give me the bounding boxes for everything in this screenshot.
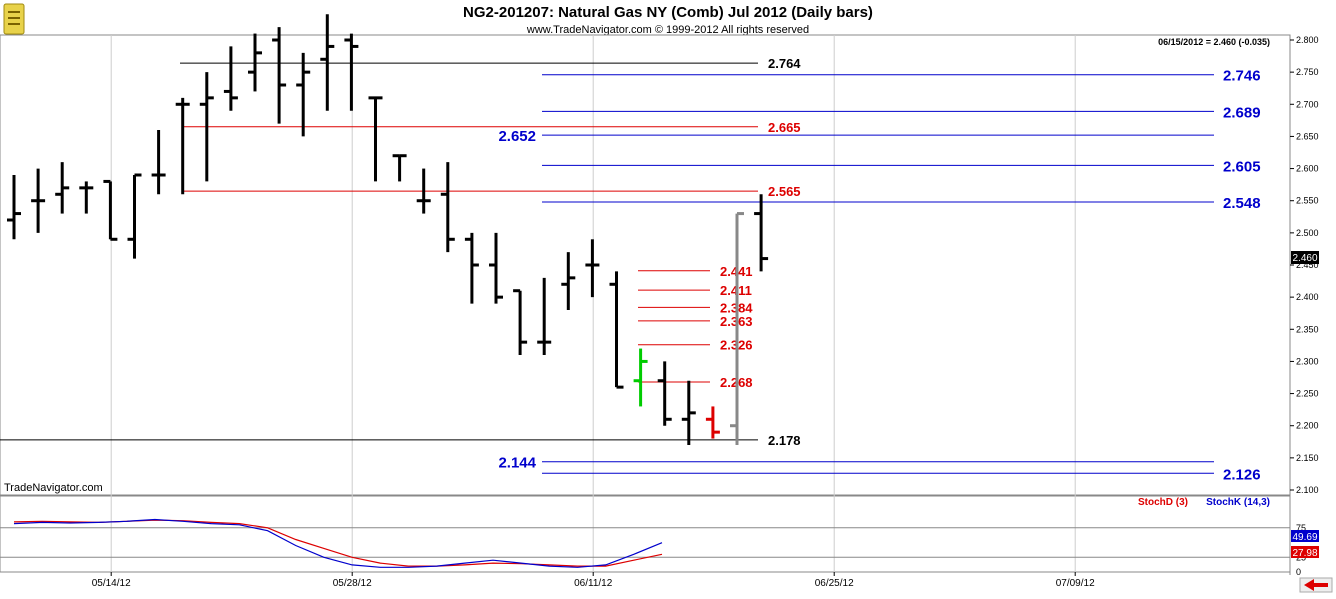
ohlc-bar — [561, 252, 576, 310]
ohlc-bar — [368, 96, 383, 182]
stochd-value-label: 27.98 — [1292, 548, 1317, 559]
y-tick-label: 2.650 — [1296, 131, 1319, 141]
chart-title: NG2-201207: Natural Gas NY (Comb) Jul 20… — [463, 4, 873, 21]
y-tick-label: 2.300 — [1296, 356, 1319, 366]
ohlc-bar — [103, 179, 118, 241]
ohlc-bar — [7, 175, 21, 240]
stochk-value-label: 49.69 — [1292, 532, 1317, 543]
ohlc-bar — [79, 181, 94, 214]
copyright-text: www.TradeNavigator.com © 1999-2012 All r… — [526, 24, 809, 36]
ohlc-bar — [344, 33, 359, 111]
ohlc-bar — [320, 14, 335, 111]
ohlc-bar — [151, 130, 166, 195]
ohlc-bar — [55, 162, 70, 214]
ohlc-bar — [175, 97, 190, 195]
y-tick-label: 2.400 — [1296, 292, 1319, 302]
stoch-y-tick-label: 0 — [1296, 567, 1301, 577]
y-tick-label: 2.200 — [1296, 421, 1319, 431]
level-red-label: 2.665 — [768, 120, 801, 135]
stochk-legend: StochK (14,3) — [1206, 497, 1270, 508]
watermark-text: TradeNavigator.com — [4, 482, 103, 494]
level-black-label: 2.764 — [768, 56, 801, 71]
level-blue-label: 2.548 — [1223, 195, 1261, 212]
y-tick-label: 2.500 — [1296, 228, 1319, 238]
level-blue-label: 2.605 — [1223, 158, 1261, 175]
y-tick-label: 2.450 — [1296, 260, 1319, 270]
ohlc-bar — [440, 162, 455, 253]
stochd-legend: StochD (3) — [1138, 497, 1188, 508]
ohlc-bar — [730, 212, 744, 445]
level-blue-label: 2.689 — [1223, 104, 1261, 121]
x-tick-label: 07/09/12 — [1056, 578, 1095, 589]
y-tick-label: 2.100 — [1296, 485, 1319, 495]
stochk-line — [13, 518, 663, 568]
ohlc-bar — [537, 277, 552, 355]
bars-layer — [7, 14, 769, 445]
ohlc-bar — [31, 168, 46, 233]
ohlc-bar — [754, 194, 769, 272]
y-tick-label: 2.750 — [1296, 67, 1319, 77]
ohlc-bar — [464, 232, 479, 304]
level-black-label: 2.178 — [768, 433, 801, 448]
level-blue-label: 2.652 — [498, 128, 536, 145]
level-red-label: 2.565 — [768, 184, 801, 199]
y-tick-label: 2.800 — [1296, 35, 1319, 45]
ohlc-bar — [223, 46, 238, 111]
ohlc-bar — [705, 406, 720, 439]
x-axis: 05/14/12 05/28/12 06/11/12 06/25/12 07/09/12 — [92, 572, 1095, 589]
ohlc-bar — [248, 33, 262, 92]
x-tick-label: 06/25/12 — [815, 578, 854, 589]
y-tick-label: 2.250 — [1296, 389, 1319, 399]
stoch-y-tick-label: 75 — [1296, 523, 1306, 533]
levels-layer: 2.7642.1782.6652.5652.4412.4112.3842.363… — [0, 56, 1261, 483]
level-blue-label: 2.746 — [1223, 68, 1261, 85]
price-readout: 06/15/2012 = 2.460 (-0.035) — [1158, 37, 1270, 47]
ohlc-bar — [513, 289, 528, 355]
scroll-left-icon[interactable] — [1299, 577, 1333, 593]
level-blue-label: 2.126 — [1223, 466, 1261, 483]
ohlc-bar — [585, 239, 600, 298]
x-tick-label: 05/28/12 — [333, 578, 372, 589]
last-price-label: 2.460 — [1292, 253, 1317, 264]
ohlc-bar — [272, 27, 287, 124]
y-tick-label: 2.350 — [1296, 324, 1319, 334]
ohlc-bar — [392, 154, 407, 182]
y-tick-label: 2.550 — [1296, 196, 1319, 206]
ohlc-bar — [296, 52, 311, 137]
stoch-layer — [13, 518, 663, 568]
y-tick-label: 2.150 — [1296, 453, 1319, 463]
ohlc-bar — [199, 72, 214, 182]
y-tick-label: 2.600 — [1296, 164, 1319, 174]
y-tick-label: 2.700 — [1296, 99, 1319, 109]
ohlc-bar — [489, 232, 503, 304]
x-tick-label: 05/14/12 — [92, 578, 131, 589]
x-tick-label: 06/11/12 — [574, 578, 613, 589]
ohlc-bar — [681, 380, 696, 445]
trade-navigator-logo-icon — [3, 3, 25, 35]
level-blue-label: 2.144 — [498, 455, 536, 472]
ohlc-bar — [633, 348, 648, 407]
ohlc-bar — [609, 271, 624, 389]
ohlc-bar — [416, 168, 431, 214]
ohlc-bar — [127, 173, 142, 259]
ohlc-bar — [657, 361, 672, 426]
